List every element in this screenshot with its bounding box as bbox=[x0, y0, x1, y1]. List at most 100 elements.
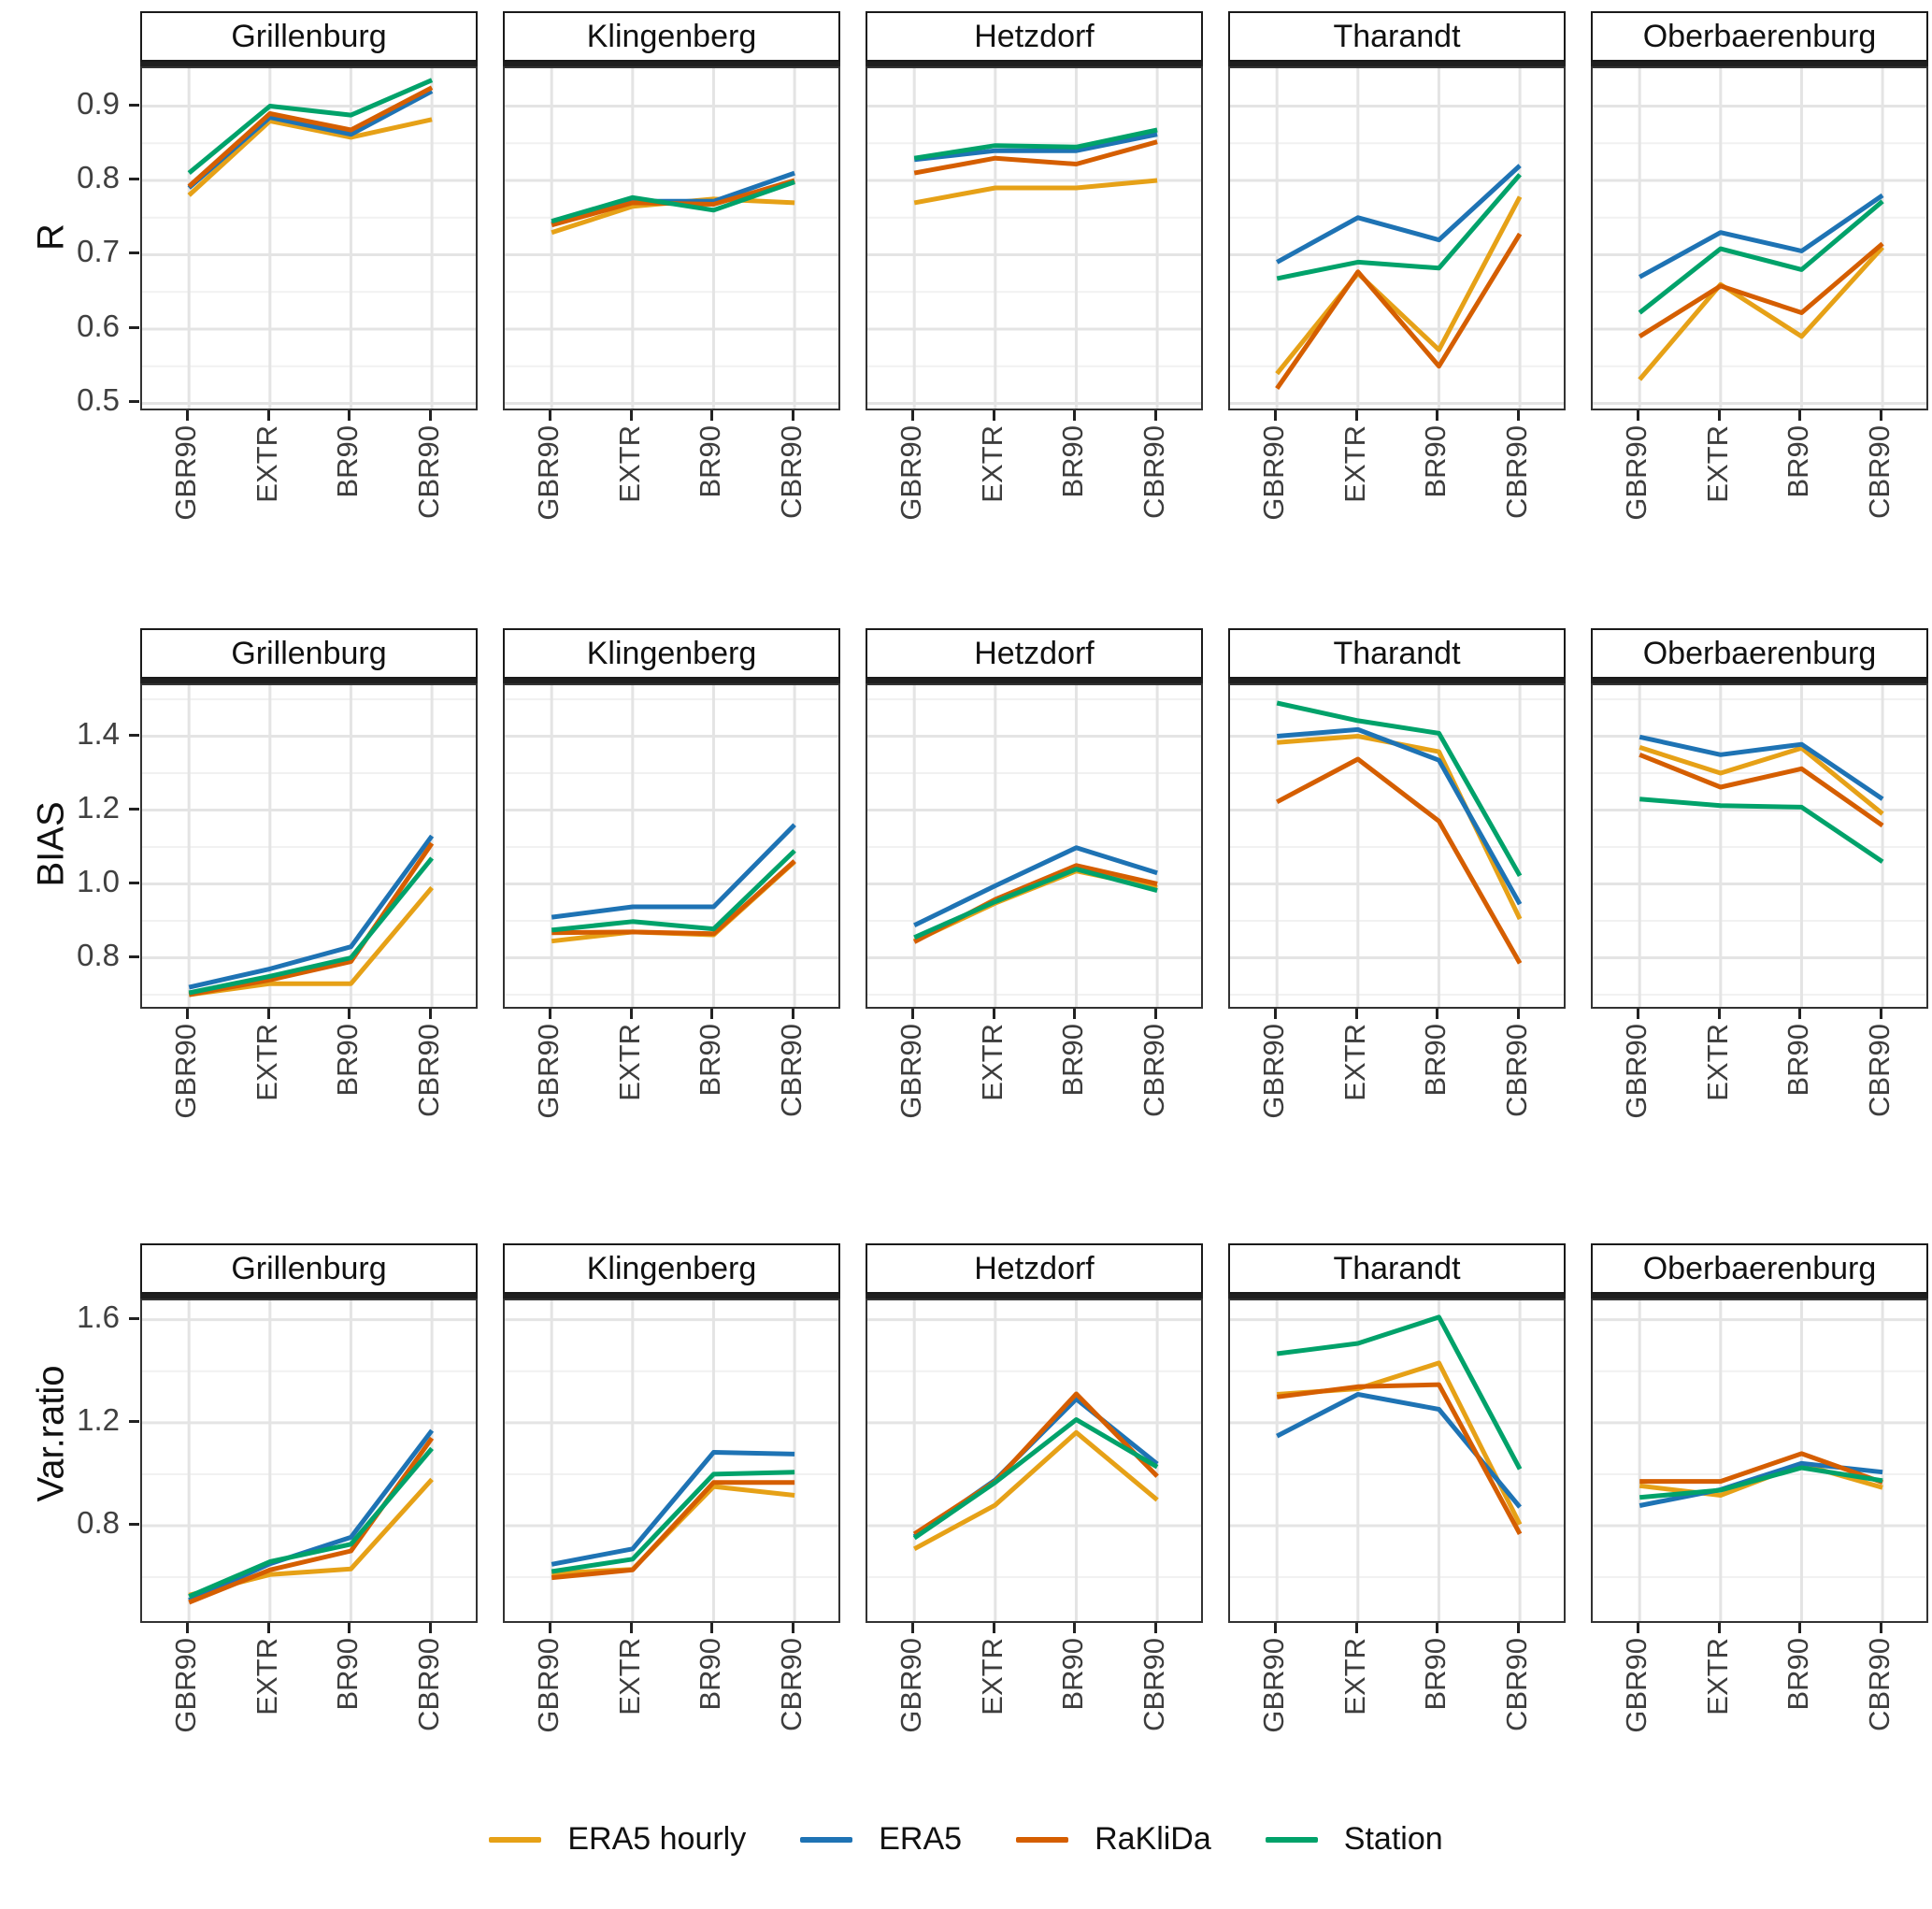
x-tick-label: BR90 bbox=[1056, 1638, 1090, 1711]
series-line-era5 bbox=[1276, 726, 1523, 906]
x-tick-label: GBR90 bbox=[1620, 1638, 1653, 1733]
x-tick-mark bbox=[186, 1009, 190, 1019]
x-tick-mark bbox=[1073, 1623, 1077, 1633]
facet-strip: Klingenberg bbox=[503, 11, 840, 62]
x-tick-label: CBR90 bbox=[412, 1638, 446, 1731]
x-tick-mark bbox=[1436, 1009, 1439, 1019]
x-tick-label: CBR90 bbox=[775, 1024, 809, 1117]
x-tick-label: GBR90 bbox=[894, 1638, 928, 1733]
series-line-station bbox=[913, 867, 1158, 940]
x-tick-mark bbox=[1637, 1009, 1640, 1019]
x-tick-mark bbox=[1880, 1623, 1883, 1633]
facet-strip: Tharandt bbox=[1228, 1243, 1566, 1294]
facet-title: Hetzdorf bbox=[974, 1250, 1095, 1286]
facet-title: Hetzdorf bbox=[974, 18, 1095, 54]
facet-title: Grillenburg bbox=[231, 635, 387, 671]
x-tick-label: EXTR bbox=[1700, 1024, 1734, 1101]
x-tick-label: GBR90 bbox=[532, 425, 565, 521]
x-tick-label: GBR90 bbox=[1257, 1024, 1291, 1119]
legend-label: Station bbox=[1343, 1821, 1443, 1857]
x-tick-label: CBR90 bbox=[412, 425, 446, 519]
x-tick-label: EXTR bbox=[612, 425, 646, 503]
facet-title: Oberbaerenburg bbox=[1642, 18, 1877, 54]
x-tick-mark bbox=[1517, 1009, 1521, 1019]
x-tick-label: CBR90 bbox=[775, 1638, 809, 1731]
x-tick-mark bbox=[1637, 410, 1640, 421]
series-line-raklida bbox=[1276, 756, 1523, 965]
facet-panel-grillenburg: Grillenburg GBR90 EXTR BR90 CBR90 bbox=[140, 1243, 478, 1733]
x-tick-mark bbox=[911, 1009, 915, 1019]
facet-strip: Tharandt bbox=[1228, 11, 1566, 62]
strip-divider bbox=[866, 679, 1203, 683]
facet-panel-tharandt: Tharandt GBR90 EXTR BR90 CBR90 bbox=[1228, 1243, 1566, 1733]
x-tick-mark bbox=[1436, 410, 1439, 421]
y-tick-label: 1.4 bbox=[77, 715, 120, 751]
strip-divider bbox=[1228, 62, 1566, 66]
legend-item-era5: ERA5 bbox=[800, 1821, 962, 1858]
plot-area bbox=[1228, 683, 1566, 1009]
series-line-station bbox=[187, 78, 434, 176]
series-line-raklida bbox=[1276, 1382, 1523, 1535]
x-tick-mark bbox=[186, 1623, 190, 1633]
x-tick-label: BR90 bbox=[1782, 1024, 1815, 1097]
legend: ERA5 hourly ERA5 RaKliDa Station bbox=[0, 1821, 1932, 1858]
x-tick-mark bbox=[1154, 1623, 1158, 1633]
facet-panel-hetzdorf: Hetzdorf GBR90 EXTR BR90 CBR90 bbox=[866, 1243, 1203, 1733]
series-line-era5 bbox=[913, 132, 1158, 163]
strip-divider bbox=[1228, 1294, 1566, 1299]
facet-strip: Grillenburg bbox=[140, 628, 478, 679]
x-tick-mark bbox=[1880, 410, 1883, 421]
series-line-era5-hourly bbox=[913, 178, 1158, 206]
series-line-station bbox=[551, 1470, 795, 1574]
x-tick-mark bbox=[1274, 1623, 1278, 1633]
x-tick-mark bbox=[1354, 1623, 1358, 1633]
x-tick-label: BR90 bbox=[1782, 425, 1815, 498]
x-tick-mark bbox=[348, 1623, 351, 1633]
facet-strip: Oberbaerenburg bbox=[1591, 628, 1928, 679]
x-tick-label: BR90 bbox=[1056, 1024, 1090, 1097]
series-line-station bbox=[188, 1446, 435, 1599]
era5-hourly-line-swatch bbox=[489, 1836, 542, 1843]
x-tick-label: GBR90 bbox=[532, 1024, 565, 1119]
x-tick-mark bbox=[549, 1623, 552, 1633]
x-tick-mark bbox=[629, 1623, 633, 1633]
x-tick-mark bbox=[911, 410, 915, 421]
series-line-era5 bbox=[188, 834, 435, 990]
x-tick-label: GBR90 bbox=[532, 1638, 565, 1733]
strip-divider bbox=[866, 1294, 1203, 1299]
facet-title: Hetzdorf bbox=[974, 635, 1095, 671]
x-tick-label: GBR90 bbox=[169, 1024, 203, 1119]
facet-title: Klingenberg bbox=[586, 1250, 757, 1286]
series-line-era5-hourly bbox=[1638, 245, 1884, 381]
x-tick-mark bbox=[1274, 1009, 1278, 1019]
series-line-station bbox=[551, 179, 795, 224]
facet-strip: Klingenberg bbox=[503, 628, 840, 679]
strip-divider bbox=[866, 62, 1203, 66]
x-tick-label: CBR90 bbox=[1138, 1638, 1171, 1731]
strip-divider bbox=[1591, 1294, 1928, 1299]
x-tick-mark bbox=[1798, 1623, 1802, 1633]
y-tick-label: 0.7 bbox=[77, 234, 120, 269]
x-tick-label: BR90 bbox=[331, 425, 365, 498]
x-tick-label: BR90 bbox=[1056, 425, 1090, 498]
facet-strip: Hetzdorf bbox=[866, 1243, 1203, 1294]
era5-line-swatch bbox=[800, 1836, 853, 1843]
series-line-era5-hourly bbox=[187, 117, 433, 197]
facet-strip: Tharandt bbox=[1228, 628, 1566, 679]
x-tick-mark bbox=[1880, 1009, 1883, 1019]
series-line-era5 bbox=[1638, 193, 1884, 280]
legend-item-station: Station bbox=[1265, 1821, 1443, 1858]
plot-area bbox=[866, 66, 1203, 410]
y-tick-label: 1.2 bbox=[77, 789, 120, 825]
plot-area bbox=[1228, 1299, 1566, 1623]
x-tick-mark bbox=[792, 410, 795, 421]
y-tick-mark bbox=[129, 807, 139, 811]
x-tick-mark bbox=[1354, 410, 1358, 421]
x-tick-label: CBR90 bbox=[775, 425, 809, 519]
facet-panel-hetzdorf: Hetzdorf GBR90 EXTR BR90 CBR90 bbox=[866, 628, 1203, 1119]
strip-divider bbox=[503, 1294, 840, 1299]
series-line-raklida bbox=[187, 85, 434, 189]
facet-title: Grillenburg bbox=[231, 18, 387, 54]
facet-panel-oberbaerenburg: Oberbaerenburg GBR90 EXTR BR90 CBR90 bbox=[1591, 628, 1928, 1119]
x-tick-label: BR90 bbox=[331, 1024, 365, 1097]
